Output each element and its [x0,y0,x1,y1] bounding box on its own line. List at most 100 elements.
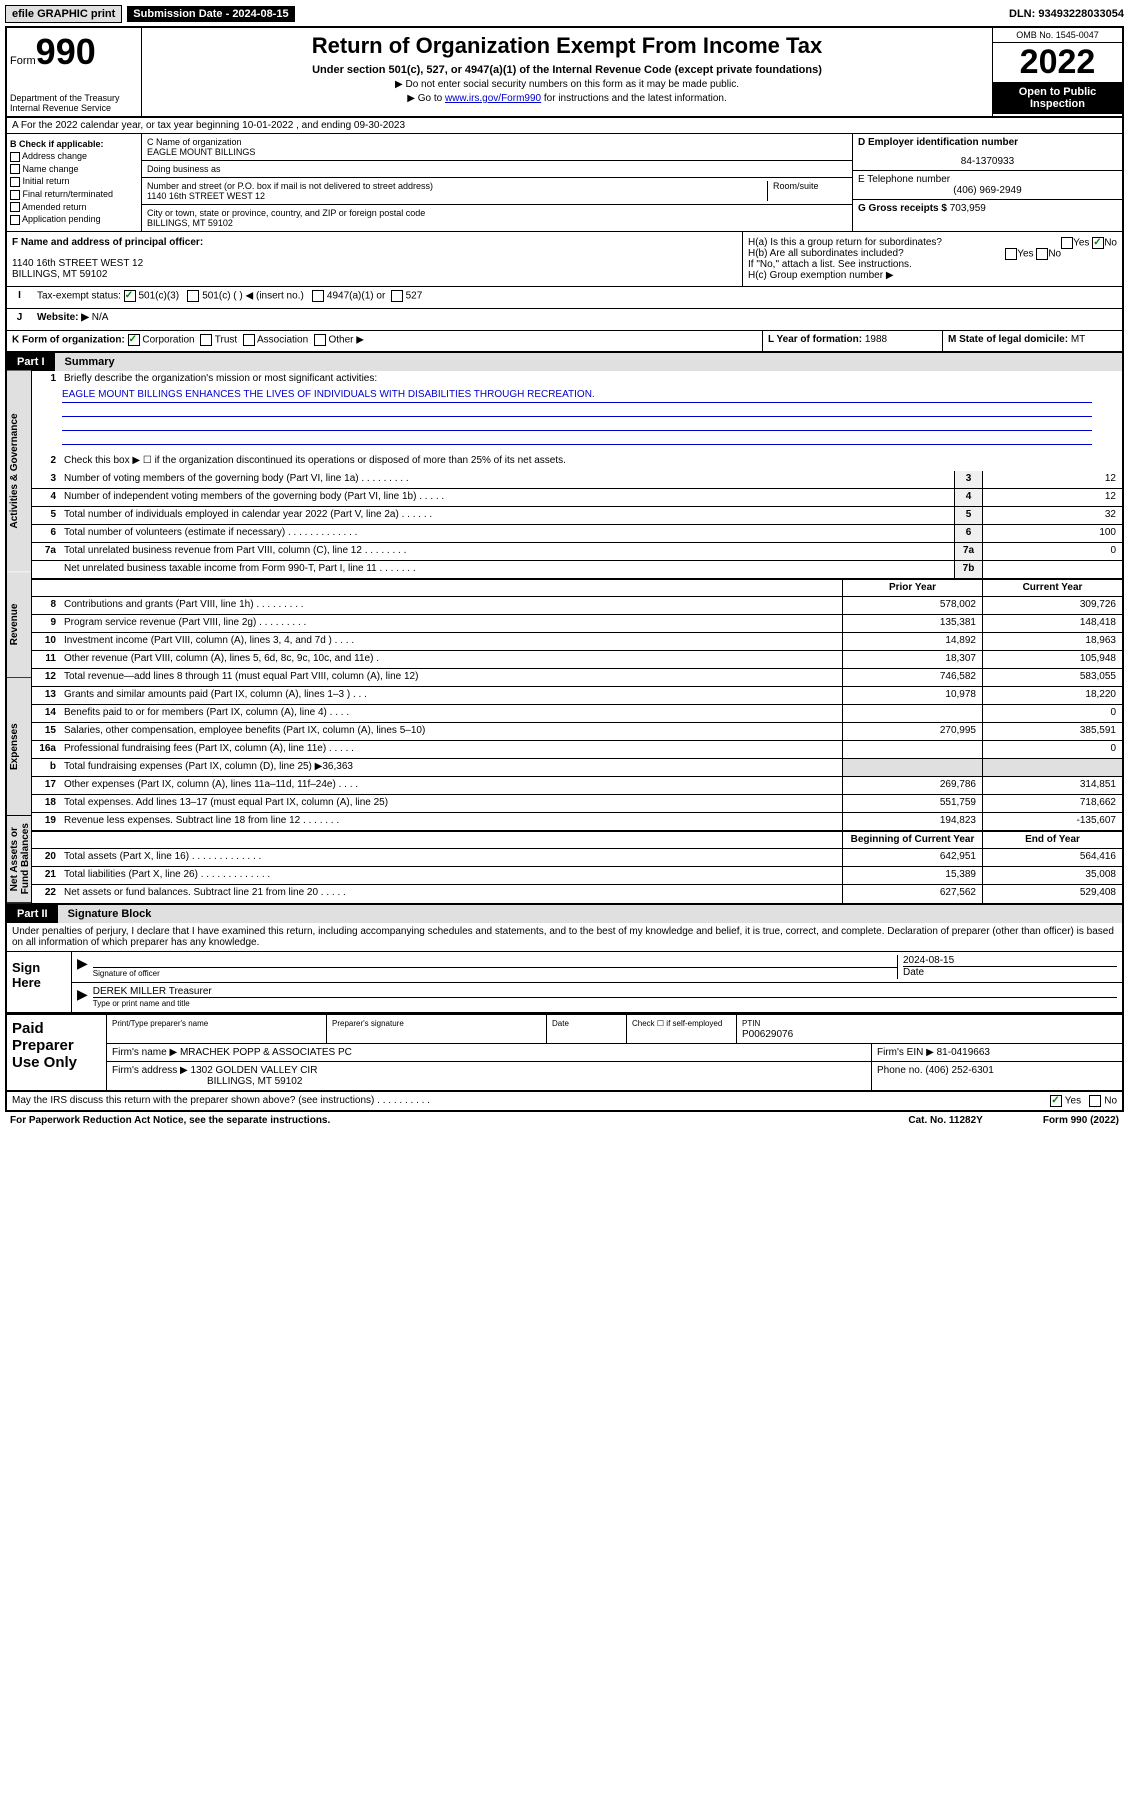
line-20-desc: Total assets (Part X, line 16) . . . . .… [60,849,842,866]
line-7b-desc: Net unrelated business taxable income fr… [60,561,954,578]
line-3-desc: Number of voting members of the governin… [60,471,954,488]
chk-527[interactable] [391,290,403,302]
chk-amended[interactable] [10,202,20,212]
line-20-cy: 564,416 [982,849,1122,866]
firm-addr-label: Firm's address ▶ [112,1065,188,1076]
line-10-cy: 18,963 [982,633,1122,650]
line-22-cy: 529,408 [982,885,1122,903]
eoy-hdr: End of Year [982,832,1122,848]
line-12-cy: 583,055 [982,669,1122,686]
hb-yes[interactable] [1005,248,1017,260]
phone-value: (406) 252-6301 [925,1065,993,1076]
prep-sig-label: Preparer's signature [332,1019,404,1028]
line-12-py: 746,582 [842,669,982,686]
row-k-label: K Form of organization: [12,335,125,346]
vtab-activities: Activities & Governance [7,371,31,572]
part-1-header: Part I Summary [5,353,1124,371]
line-4-val: 12 [982,489,1122,506]
arrow-icon-2: ▶ [77,986,88,1009]
chk-assoc[interactable] [243,334,255,346]
line-6-val: 100 [982,525,1122,542]
sig-officer-label: Signature of officer [93,969,160,978]
discuss-yes[interactable] [1050,1095,1062,1107]
firm-ein-label: Firm's EIN ▶ [877,1047,934,1058]
chk-501c3[interactable] [124,290,136,302]
irs-link[interactable]: www.irs.gov/Form990 [445,93,541,104]
chk-name-change[interactable] [10,164,20,174]
lbl-pending: Application pending [22,214,101,224]
line-10-desc: Investment income (Part VIII, column (A)… [60,633,842,650]
signature-block: Under penalties of perjury, I declare th… [5,923,1124,1014]
line-18-cy: 718,662 [982,795,1122,812]
ha-yes[interactable] [1061,237,1073,249]
hb-label: H(b) Are all subordinates included? [748,248,904,259]
form-number: 990 [36,31,96,72]
chk-501c[interactable] [187,290,199,302]
ha-no[interactable] [1092,237,1104,249]
officer-name: DEREK MILLER Treasurer [93,986,1117,997]
chk-corp[interactable] [128,334,140,346]
line-1-desc: Briefly describe the organization's miss… [60,371,1122,389]
line-8-desc: Contributions and grants (Part VIII, lin… [60,597,842,614]
line-3-val: 12 [982,471,1122,488]
current-year-hdr: Current Year [982,580,1122,596]
org-name-label: C Name of organization [147,137,847,147]
vtab-net-assets: Net Assets or Fund Balances [7,816,31,903]
line-7a-desc: Total unrelated business revenue from Pa… [60,543,954,560]
lbl-4947: 4947(a)(1) or [327,291,385,302]
line-8-cy: 309,726 [982,597,1122,614]
city-value: BILLINGS, MT 59102 [147,218,847,228]
form-ref: Form 990 (2022) [1043,1115,1119,1126]
omb-number: OMB No. 1545-0047 [993,28,1122,43]
chk-4947[interactable] [312,290,324,302]
discuss-no[interactable] [1089,1095,1101,1107]
top-bar: efile GRAPHIC print Submission Date - 20… [5,5,1124,23]
chk-initial[interactable] [10,177,20,187]
sign-here-label: Sign Here [7,952,72,1012]
lbl-other: Other ▶ [328,335,363,346]
chk-final[interactable] [10,190,20,200]
lbl-initial: Initial return [23,176,70,186]
sub3-pre: ▶ Go to [407,93,445,104]
lbl-addr-change: Address change [22,151,87,161]
chk-other[interactable] [314,334,326,346]
chk-trust[interactable] [200,334,212,346]
ptin-label: PTIN [742,1019,760,1028]
line-7b-val [982,561,1122,578]
row-a: A For the 2022 calendar year, or tax yea… [5,118,1124,134]
firm-name: MRACHEK POPP & ASSOCIATES PC [180,1047,352,1058]
header-grid: B Check if applicable: Address change Na… [5,134,1124,232]
tel-value: (406) 969-2949 [858,185,1117,196]
row-m-label: M State of legal domicile: [948,334,1068,345]
line-6-desc: Total number of volunteers (estimate if … [60,525,954,542]
line-16b-desc: Total fundraising expenses (Part IX, col… [60,759,842,776]
room-label: Room/suite [767,181,847,201]
efile-button[interactable]: efile GRAPHIC print [5,5,122,23]
line-5-desc: Total number of individuals employed in … [60,507,954,524]
sig-date: 2024-08-15 [903,955,1117,966]
lbl-trust: Trust [215,335,237,346]
line-16a-cy: 0 [982,741,1122,758]
lbl-501c: 501(c) ( ) ◀ (insert no.) [202,291,304,302]
row-l-label: L Year of formation: [768,334,862,345]
line-13-desc: Grants and similar amounts paid (Part IX… [60,687,842,704]
discuss-row: May the IRS discuss this return with the… [5,1092,1124,1112]
sig-intro: Under penalties of perjury, I declare th… [7,923,1122,952]
hb-no[interactable] [1036,248,1048,260]
dept-label: Department of the Treasury Internal Reve… [10,93,138,113]
chk-addr-change[interactable] [10,152,20,162]
dln-label: DLN: 93493228033054 [1009,8,1124,20]
preparer-block: Paid Preparer Use Only Print/Type prepar… [5,1014,1124,1092]
line-21-desc: Total liabilities (Part X, line 26) . . … [60,867,842,884]
line-15-cy: 385,591 [982,723,1122,740]
line-9-desc: Program service revenue (Part VIII, line… [60,615,842,632]
chk-pending[interactable] [10,215,20,225]
vtab-expenses: Expenses [7,678,31,816]
org-name: EAGLE MOUNT BILLINGS [147,147,847,157]
form-title: Return of Organization Exempt From Incom… [147,33,987,59]
addr-value: 1140 16th STREET WEST 12 [147,191,767,201]
sig-date-label: Date [903,967,924,978]
part-2-title: Signature Block [58,905,1122,923]
gross-label: G Gross receipts $ [858,203,947,214]
firm-addr2: BILLINGS, MT 59102 [207,1076,302,1087]
